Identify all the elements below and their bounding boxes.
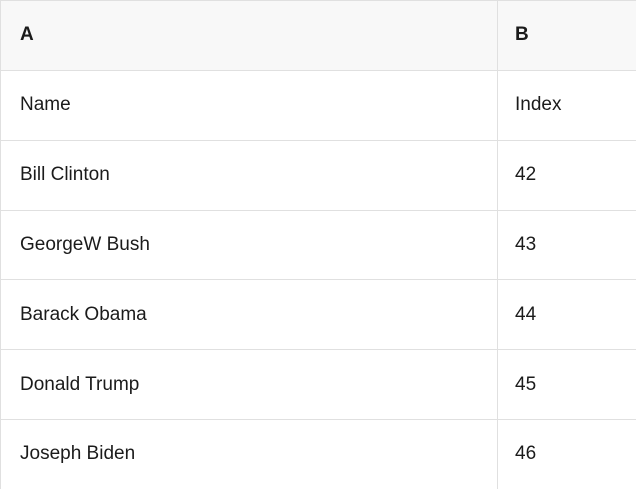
column-header-a[interactable]: A (1, 1, 498, 71)
cell-index[interactable]: 46 (498, 420, 636, 489)
column-header-b[interactable]: B (498, 1, 636, 71)
table-row: GeorgeW Bush 43 (1, 210, 636, 281)
cell-name[interactable]: GeorgeW Bush (1, 210, 498, 281)
table-row: Name Index (1, 70, 636, 141)
table-row: Donald Trump 45 (1, 350, 636, 421)
table-row: Barack Obama 44 (1, 280, 636, 351)
cell-name[interactable]: Donald Trump (1, 350, 498, 421)
table-row: Joseph Biden 46 (1, 420, 636, 489)
cell-name[interactable]: Name (1, 70, 498, 141)
cell-index[interactable]: 43 (498, 210, 636, 281)
table-header-row: A B (1, 1, 636, 71)
cell-index[interactable]: 42 (498, 140, 636, 211)
cell-index[interactable]: 45 (498, 350, 636, 421)
cell-name[interactable]: Joseph Biden (1, 420, 498, 489)
cell-index[interactable]: 44 (498, 280, 636, 351)
cell-name[interactable]: Bill Clinton (1, 140, 498, 211)
cell-index[interactable]: Index (498, 70, 636, 141)
cell-name[interactable]: Barack Obama (1, 280, 498, 351)
table-row: Bill Clinton 42 (1, 140, 636, 211)
